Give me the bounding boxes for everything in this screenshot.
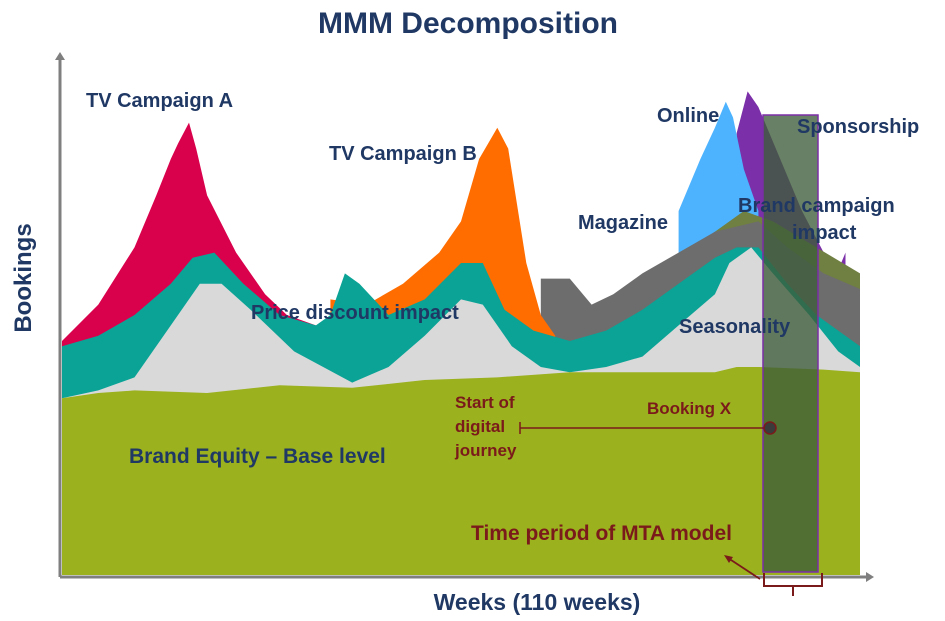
booking-x-marker xyxy=(763,421,777,435)
label-mta-period: Time period of MTA model xyxy=(471,522,732,545)
label-start-line-1: Start of xyxy=(455,393,515,412)
label-brand-campaign: Brand campaign xyxy=(738,195,895,217)
label-online: Online xyxy=(657,105,719,127)
y-axis-label: Bookings xyxy=(10,223,37,332)
label-start-line-2: digital xyxy=(455,417,505,436)
label-booking-x: Booking X xyxy=(647,399,732,418)
area-brand-equity-base-level xyxy=(62,367,860,575)
x-axis-label: Weeks (110 weeks) xyxy=(434,589,641,615)
label-seasonality: Seasonality xyxy=(679,316,791,338)
label-sponsorship: Sponsorship xyxy=(797,116,919,138)
y-axis-arrow xyxy=(55,52,65,60)
label-price-discount: Price discount impact xyxy=(251,302,459,324)
chart-title: MMM Decomposition xyxy=(318,7,618,40)
mta-arrow xyxy=(727,557,761,580)
x-axis-arrow xyxy=(866,572,874,582)
label-brand-campaign-impact: impact xyxy=(792,222,857,244)
label-tv-campaign-a: TV Campaign A xyxy=(86,90,233,112)
mta-arrowhead xyxy=(724,555,733,563)
label-magazine: Magazine xyxy=(578,212,668,234)
label-start-line-3: journey xyxy=(454,441,517,460)
axes xyxy=(55,52,874,582)
label-tv-campaign-b: TV Campaign B xyxy=(329,143,477,165)
mta-window xyxy=(762,114,819,573)
legend-blank xyxy=(860,192,926,438)
label-base-level: Brand Equity – Base level xyxy=(129,445,386,468)
